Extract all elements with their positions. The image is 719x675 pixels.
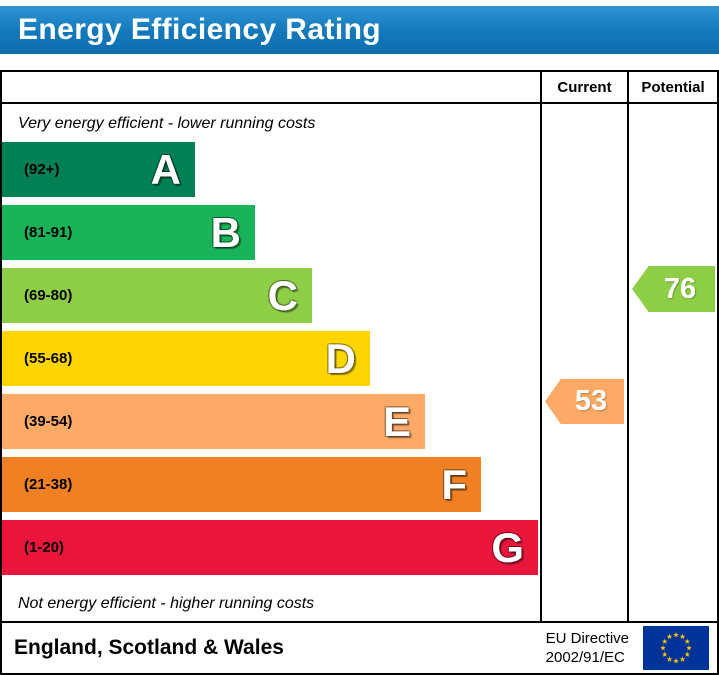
band-c-range: (69-80) bbox=[24, 287, 73, 304]
page-title: Energy Efficiency Rating bbox=[18, 13, 382, 46]
band-a: (92+) A bbox=[2, 142, 195, 197]
potential-column-divider bbox=[627, 72, 629, 621]
band-a-range: (92+) bbox=[24, 161, 60, 178]
band-d-range: (55-68) bbox=[24, 350, 73, 367]
current-column-divider bbox=[540, 72, 542, 621]
band-f-range: (21-38) bbox=[24, 476, 73, 493]
band-g: (1-20) G bbox=[2, 520, 538, 575]
column-header-row: Current Potential bbox=[2, 72, 717, 104]
bottom-note: Not energy efficient - higher running co… bbox=[18, 595, 315, 612]
band-c-letter: C bbox=[267, 271, 298, 319]
band-f: (21-38) F bbox=[2, 457, 481, 512]
band-b: (81-91) B bbox=[2, 205, 255, 260]
band-e-range: (39-54) bbox=[24, 413, 73, 430]
current-rating-value: 53 bbox=[574, 385, 608, 417]
potential-column-header: Potential bbox=[641, 78, 705, 96]
band-e: (39-54) E bbox=[2, 394, 425, 449]
eu-directive-label: EU Directive 2002/91/EC bbox=[546, 629, 629, 668]
current-rating-marker: 53 bbox=[545, 379, 624, 424]
eu-directive-line1: EU Directive bbox=[545, 629, 629, 647]
band-d-letter: D bbox=[325, 334, 356, 382]
rating-chart: Current Potential Very energy efficient … bbox=[0, 70, 719, 675]
current-column-header: Current bbox=[557, 78, 612, 96]
band-a-letter: A bbox=[150, 145, 181, 193]
region-label: England, Scotland & Wales bbox=[14, 636, 284, 659]
band-f-letter: F bbox=[441, 460, 467, 508]
band-d: (55-68) D bbox=[2, 331, 370, 386]
band-e-letter: E bbox=[382, 397, 411, 445]
potential-rating-value: 76 bbox=[663, 272, 697, 305]
band-b-letter: B bbox=[210, 208, 241, 256]
top-note: Very energy efficient - lower running co… bbox=[18, 115, 316, 132]
band-b-range: (81-91) bbox=[24, 224, 73, 241]
bands-area: Very energy efficient - lower running co… bbox=[2, 104, 717, 621]
potential-rating-marker: 76 bbox=[632, 266, 715, 312]
band-c: (69-80) C bbox=[2, 268, 312, 323]
title-bar: Energy Efficiency Rating bbox=[0, 6, 719, 54]
eu-directive-line2: 2002/91/EC bbox=[545, 649, 625, 666]
eu-flag-icon bbox=[643, 626, 709, 670]
band-g-letter: G bbox=[491, 523, 524, 571]
band-g-range: (1-20) bbox=[24, 539, 65, 556]
footer-row: England, Scotland & Wales EU Directive 2… bbox=[2, 621, 717, 673]
